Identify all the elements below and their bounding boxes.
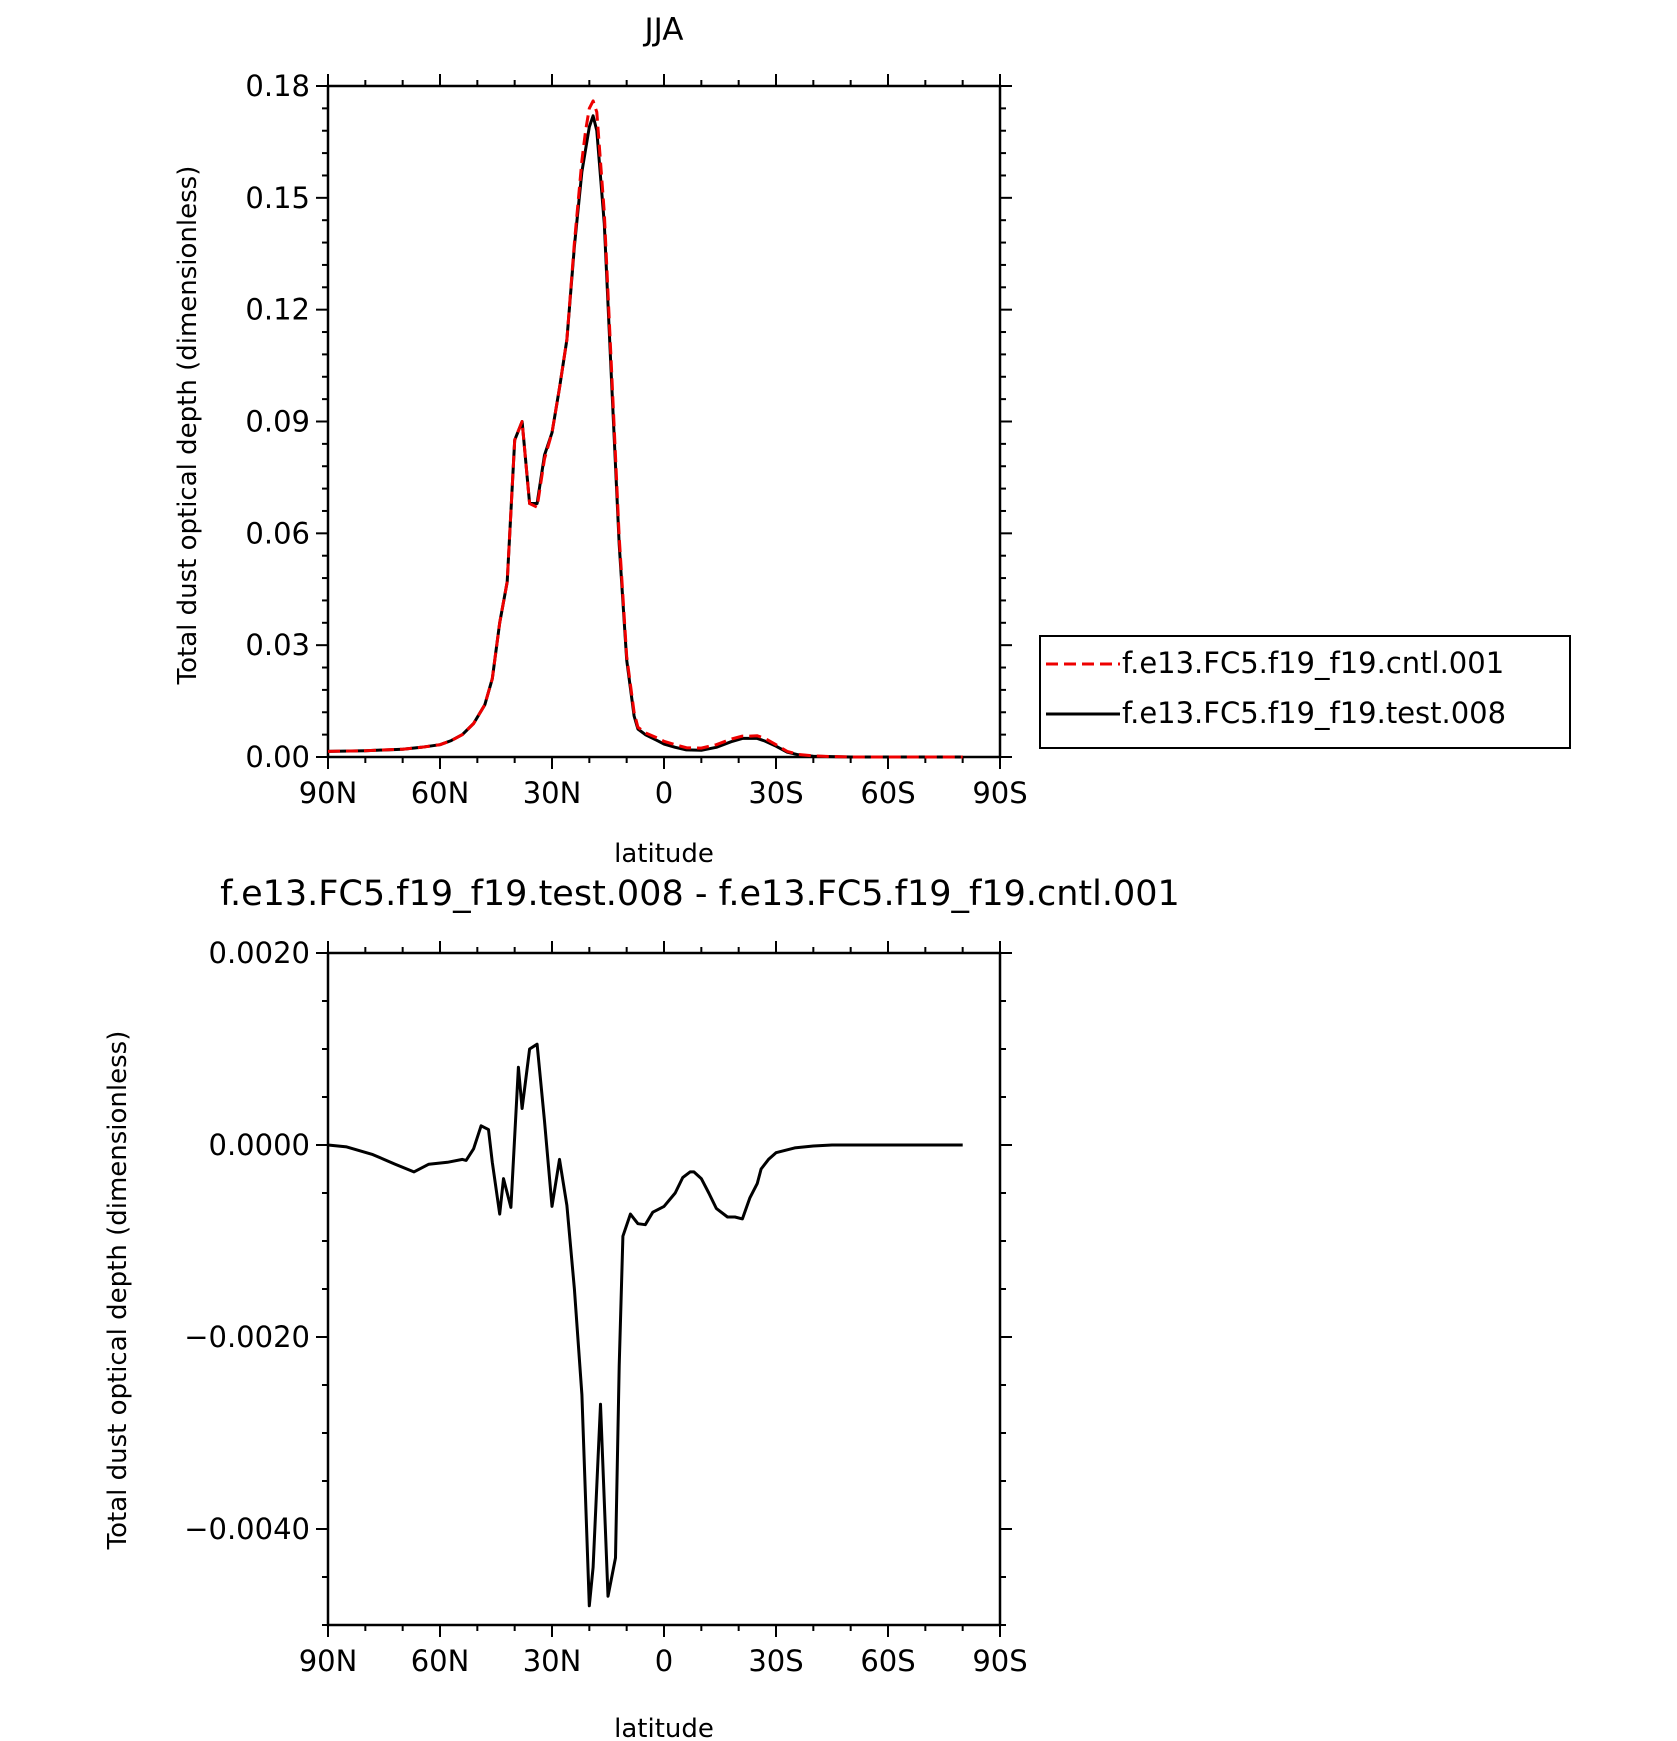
y-tick-label: 0.18 — [245, 69, 310, 103]
y-tick-label: 0.0000 — [209, 1128, 310, 1162]
bottom-panel: f.e13.FC5.f19_f19.test.008 - f.e13.FC5.f… — [103, 874, 1180, 1741]
bottom-x-axis-title: latitude — [614, 1714, 714, 1741]
x-tick-label: 60N — [411, 776, 470, 810]
plot-frame — [326, 951, 1002, 1627]
x-tick-label: 30S — [748, 1644, 803, 1678]
top-legend: f.e13.FC5.f19_f19.cntl.001 f.e13.FC5.f19… — [1039, 635, 1571, 749]
x-tick-label: 90S — [972, 776, 1027, 810]
top-y-axis-title: Total dust optical depth (dimensionless) — [173, 166, 203, 686]
top-plot-area: 90N 60N 30N 0 30S 60S 90S 0.00 0.03 0.06 0.09 0.12 0… — [245, 69, 1027, 810]
top-x-axis-title: latitude — [614, 839, 714, 869]
x-tick-label: 90N — [299, 776, 358, 810]
x-tick-label: 0 — [655, 776, 673, 810]
x-tick-label: 30N — [523, 776, 582, 810]
y-tick-label: 0.00 — [245, 740, 310, 774]
plot-frame — [326, 84, 1002, 759]
series-line-1 — [327, 114, 963, 759]
top-panel: JJA 90N 60N 30N 0 30S 60S 90S 0.00 0.03 0.06 0.09 0… — [173, 12, 1571, 869]
x-tick-label: 60N — [411, 1644, 470, 1678]
x-tick-label: 60S — [860, 1644, 915, 1678]
top-chart-title: JJA — [643, 12, 684, 48]
y-tick-label: −0.0040 — [184, 1512, 310, 1546]
series-line-0 — [327, 99, 963, 759]
y-tick-label: 0.06 — [245, 516, 310, 550]
x-tick-label: 30S — [748, 776, 803, 810]
x-tick-label: 0 — [655, 1644, 673, 1678]
y-tick-label: 0.09 — [245, 405, 310, 439]
series-line-0 — [327, 1042, 963, 1608]
y-tick-label: 0.15 — [245, 181, 310, 215]
y-tick-label: −0.0020 — [184, 1320, 310, 1354]
bottom-y-axis-title: Total dust optical depth (dimensionless) — [103, 1031, 133, 1551]
bottom-plot-area: 90N 60N 30N 0 30S 60S 90S 0.0020 0.0000 −0.0020 −0… — [184, 936, 1027, 1678]
x-tick-label: 60S — [860, 776, 915, 810]
x-tick-label: 30N — [523, 1644, 582, 1678]
y-tick-label: 0.03 — [245, 628, 310, 662]
x-tick-label: 90S — [972, 1644, 1027, 1678]
y-tick-label: 0.0020 — [209, 936, 310, 970]
x-tick-label: 90N — [299, 1644, 358, 1678]
legend-label-cntl: f.e13.FC5.f19_f19.cntl.001 — [1122, 646, 1504, 680]
legend-label-test: f.e13.FC5.f19_f19.test.008 — [1122, 696, 1506, 730]
y-tick-label: 0.12 — [245, 293, 310, 327]
bottom-chart-title: f.e13.FC5.f19_f19.test.008 - f.e13.FC5.f… — [220, 874, 1180, 914]
